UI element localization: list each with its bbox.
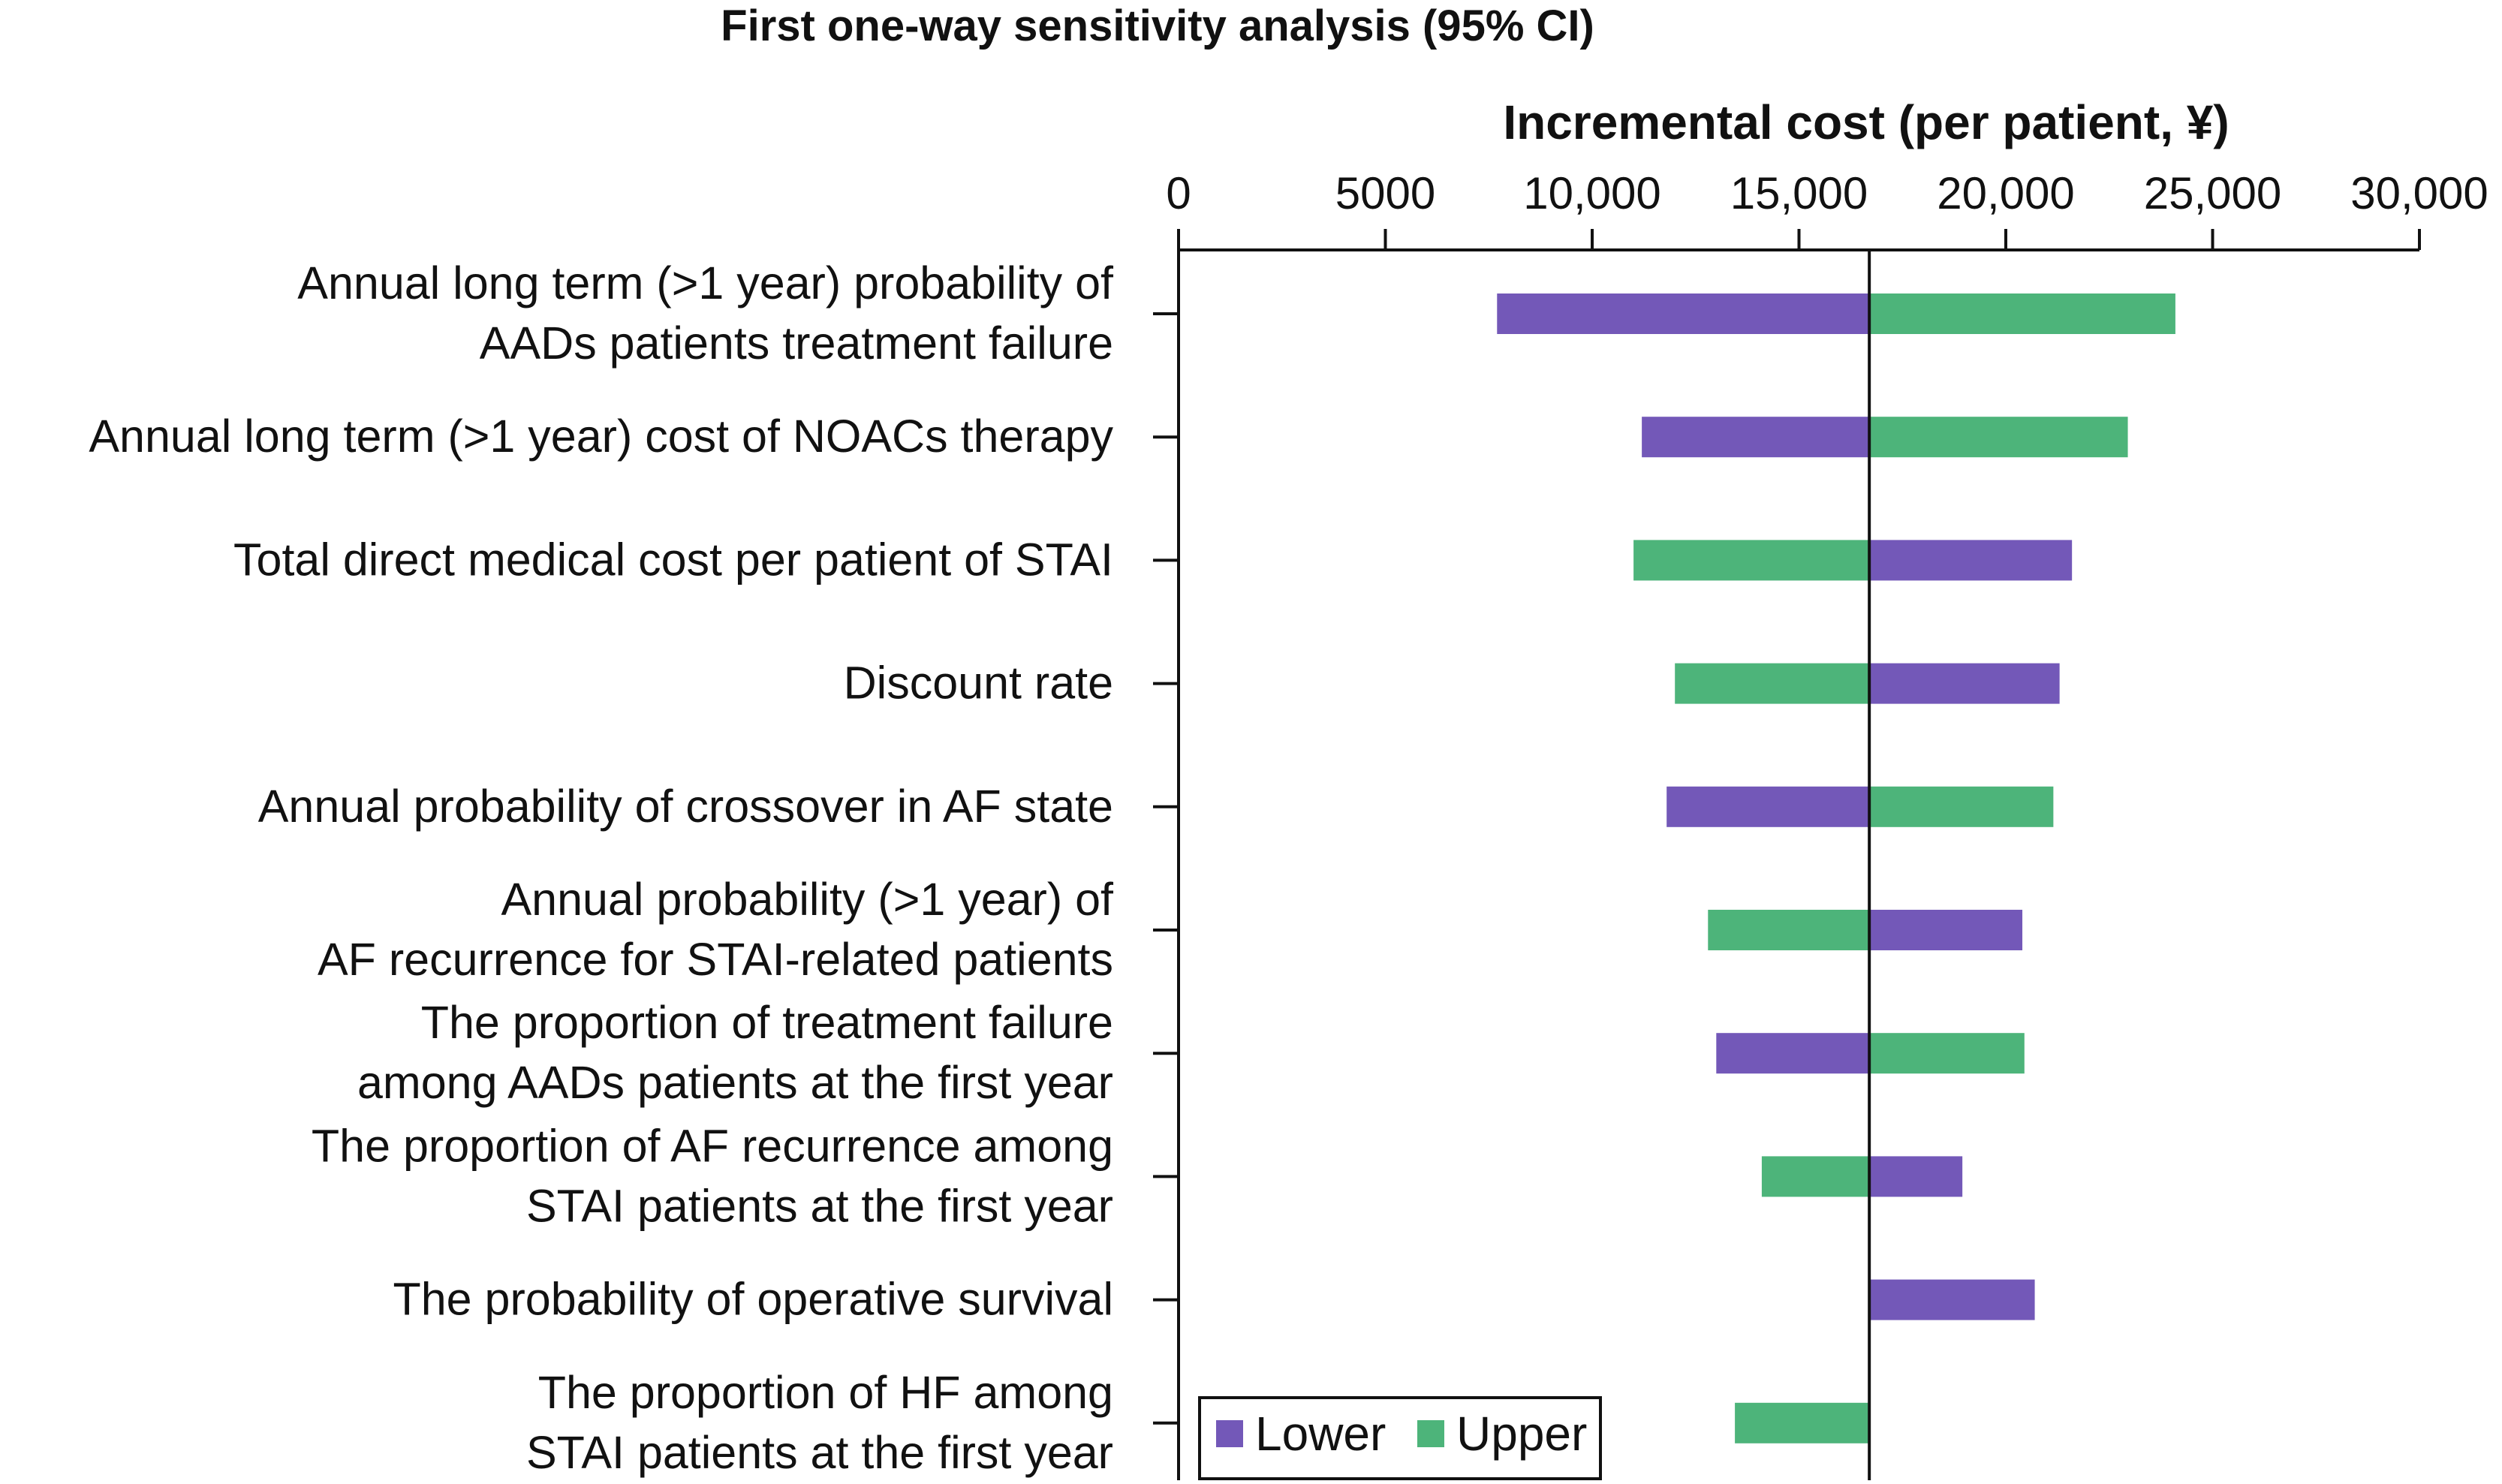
category-label-line: Annual long term (>1 year) cost of NOACs… <box>89 411 1113 462</box>
bar-lower <box>1869 1279 2035 1320</box>
labels-layer: Annual long term (>1 year) probability o… <box>89 257 1114 1478</box>
bar-lower <box>1869 910 2023 950</box>
legend-box <box>1198 1396 1602 1480</box>
bar-upper <box>1869 1033 2025 1074</box>
bar-lower <box>1869 663 2060 704</box>
bar-upper <box>1708 910 1870 950</box>
category-label: Annual long term (>1 year) cost of NOACs… <box>89 411 1113 462</box>
bar-lower <box>1666 786 1870 827</box>
category-label-line: Annual probability of crossover in AF st… <box>258 781 1113 832</box>
bar-lower <box>1642 417 1870 458</box>
category-label-line: Total direct medical cost per patient of… <box>233 534 1113 585</box>
category-label-line: Annual long term (>1 year) probability o… <box>297 257 1114 309</box>
category-label-line: The probability of operative survival <box>393 1274 1113 1325</box>
category-label: The proportion of AF recurrence among STA… <box>312 1120 1113 1231</box>
x-tick-label: 20,000 <box>1937 168 2075 218</box>
category-label-line: The proportion of treatment failure <box>421 997 1113 1048</box>
category-label-line: STAI patients at the first year <box>526 1427 1113 1478</box>
bar-upper <box>1869 293 2175 334</box>
category-label-line: The proportion of HF among <box>538 1367 1113 1418</box>
bar-upper <box>1869 417 2128 458</box>
legend-label-upper: Upper <box>1456 1407 1587 1461</box>
x-tick-label: 5000 <box>1335 168 1435 218</box>
bar-upper <box>1633 540 1870 581</box>
bar-lower <box>1497 293 1870 334</box>
category-label: Total direct medical cost per patient of… <box>233 534 1113 585</box>
category-label: The proportion of treatment failure among… <box>357 997 1113 1108</box>
x-tick-label: 15,000 <box>1730 168 1868 218</box>
category-label-line: Annual probability (>1 year) of <box>501 874 1115 925</box>
x-tick-label: 0 <box>1166 168 1191 218</box>
x-tick-label: 30,000 <box>2350 168 2488 218</box>
bar-upper <box>1735 1402 1870 1443</box>
category-label: The probability of operative survival <box>393 1274 1113 1325</box>
category-label: Annual long term (>1 year) probability o… <box>297 257 1114 369</box>
category-label: The proportion of HF among STAI patients … <box>526 1367 1113 1478</box>
category-label-line: among AADs patients at the first year <box>357 1057 1113 1108</box>
category-label-line: Discount rate <box>844 658 1113 709</box>
category-label-line: AF recurrence for STAI-related patients <box>318 934 1113 985</box>
legend-swatch-lower <box>1216 1420 1243 1447</box>
category-label: Annual probability (>1 year) of AF recurr… <box>318 874 1114 985</box>
x-tick-label: 10,000 <box>1523 168 1661 218</box>
legend-swatch-upper <box>1417 1420 1444 1447</box>
x-axis-title: Incremental cost (per patient, ¥) <box>1503 95 2229 149</box>
bar-lower <box>1869 540 2073 581</box>
category-label: Annual probability of crossover in AF st… <box>258 781 1113 832</box>
category-label-line: The proportion of AF recurrence among <box>312 1120 1113 1171</box>
axis-layer: 0 5000 10,000 15,000 20,000 25,000 30,000 <box>1153 168 2488 1480</box>
category-label-line: STAI patients at the first year <box>526 1180 1113 1231</box>
bar-upper <box>1675 663 1870 704</box>
legend: Lower Upper <box>1198 1396 1602 1480</box>
category-label-line: AADs patients treatment failure <box>480 318 1113 369</box>
bar-lower <box>1716 1033 1870 1074</box>
category-label: Discount rate <box>844 658 1113 709</box>
bar-upper <box>1761 1156 1870 1197</box>
bars-layer <box>1497 293 2175 1443</box>
legend-label-lower: Lower <box>1255 1407 1386 1461</box>
x-tick-label: 25,000 <box>2144 168 2282 218</box>
chart-title: First one-way sensitivity analysis (95% … <box>721 2 1594 50</box>
bar-lower <box>1869 1156 1963 1197</box>
bar-upper <box>1869 786 2054 827</box>
